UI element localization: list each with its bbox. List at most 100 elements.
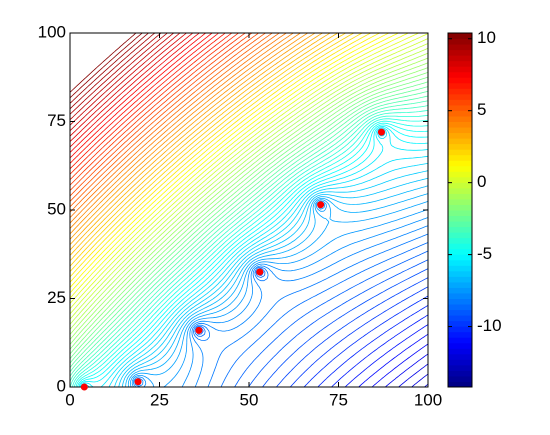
colorbar-band — [448, 110, 472, 117]
contour-line — [125, 185, 429, 388]
colorbar-band — [448, 248, 472, 255]
colorbar-band — [448, 44, 472, 51]
contour-line — [69, 86, 429, 364]
contour-line — [358, 333, 429, 388]
contour-line — [77, 122, 429, 388]
y-tick-label: 50 — [47, 199, 66, 218]
contour-line — [69, 32, 206, 153]
contour-line — [69, 32, 149, 104]
contour-line — [69, 32, 233, 175]
contour-line — [69, 32, 194, 142]
point — [134, 378, 142, 386]
point — [317, 201, 325, 209]
contour-line — [69, 32, 294, 224]
point — [377, 128, 385, 136]
colorbar-band — [448, 215, 472, 222]
colorbar-band — [448, 281, 472, 288]
contour-line — [69, 32, 280, 213]
contour-line — [133, 201, 429, 388]
colorbar-band — [448, 304, 472, 311]
contour-line — [69, 95, 429, 373]
colorbar-band — [448, 326, 472, 333]
colorbar-band — [448, 33, 472, 40]
contour-line — [69, 32, 316, 240]
contour-line — [69, 57, 429, 335]
colorbar-band — [448, 198, 472, 205]
colorbar-band — [448, 115, 472, 122]
contour-line — [69, 32, 323, 245]
point — [195, 326, 203, 334]
contour-line — [69, 32, 339, 256]
colorbar-band — [448, 320, 472, 327]
contour-line — [75, 120, 429, 388]
contour-line — [317, 305, 429, 388]
contour-line — [371, 343, 429, 388]
contour-line — [127, 193, 429, 388]
contour-line — [69, 32, 253, 191]
colorbar-band — [448, 60, 472, 67]
contour-line — [69, 32, 273, 208]
colorbar-frame — [447, 32, 473, 388]
contour-line — [138, 259, 429, 388]
contour-line — [69, 32, 187, 137]
point — [256, 268, 264, 276]
colorbar-band — [448, 348, 472, 355]
contour-line — [130, 199, 429, 388]
colorbar-band — [448, 160, 472, 167]
y-tick-label: 0 — [57, 376, 66, 395]
colorbar-band — [448, 342, 472, 349]
colorbar-band — [448, 49, 472, 56]
contour-line — [69, 67, 429, 345]
colorbar-band — [448, 88, 472, 95]
y-tick-label: 100 — [38, 22, 66, 41]
contour-line — [136, 203, 429, 388]
contour-line — [69, 32, 143, 99]
x-tick-label: 25 — [150, 390, 169, 409]
colorbar-band — [448, 353, 472, 360]
contour-line — [398, 363, 429, 388]
colorbar-band — [448, 298, 472, 305]
contour-line — [78, 124, 429, 388]
colorbar-tick-label: 10 — [477, 28, 496, 47]
colorbar-band — [448, 331, 472, 338]
colorbar-band — [448, 182, 472, 189]
colorbar-band — [448, 309, 472, 316]
contour-line — [79, 126, 429, 388]
contour-line — [69, 32, 287, 218]
colorbar-tick-label: 0 — [477, 172, 486, 191]
contour-line — [69, 32, 409, 299]
contour-line — [72, 114, 429, 388]
y-tick-label: 75 — [47, 111, 66, 130]
colorbar-band — [448, 132, 472, 139]
colorbar-band — [448, 99, 472, 106]
contour-line — [69, 32, 419, 304]
contour-line — [69, 32, 380, 283]
colorbar-band — [448, 370, 472, 377]
colorbar-band — [448, 337, 472, 344]
colorbar-band — [448, 204, 472, 211]
colorbar-tick-label: -5 — [477, 244, 492, 263]
colorbar-band — [448, 375, 472, 382]
contour-line — [69, 47, 429, 325]
colorbar-band — [448, 270, 472, 277]
colorbar-band — [448, 38, 472, 45]
colorbar-band — [448, 381, 472, 388]
colorbar-band — [448, 287, 472, 294]
colorbar-band — [448, 292, 472, 299]
contour-line — [196, 268, 429, 388]
contour-line — [69, 32, 168, 120]
colorbar-band — [448, 71, 472, 78]
colorbar-band — [448, 359, 472, 366]
colorbar-band — [448, 127, 472, 134]
colorbar-band — [448, 93, 472, 100]
colorbar-band — [448, 82, 472, 89]
colorbar-band — [448, 276, 472, 283]
colorbar-tick-label: 5 — [477, 100, 486, 119]
x-tick-label: 100 — [414, 390, 442, 409]
contour-line — [289, 286, 429, 388]
colorbar-band — [448, 226, 472, 233]
colorbar-band — [448, 176, 472, 183]
contour-line — [73, 118, 429, 388]
colorbar-band — [448, 265, 472, 272]
